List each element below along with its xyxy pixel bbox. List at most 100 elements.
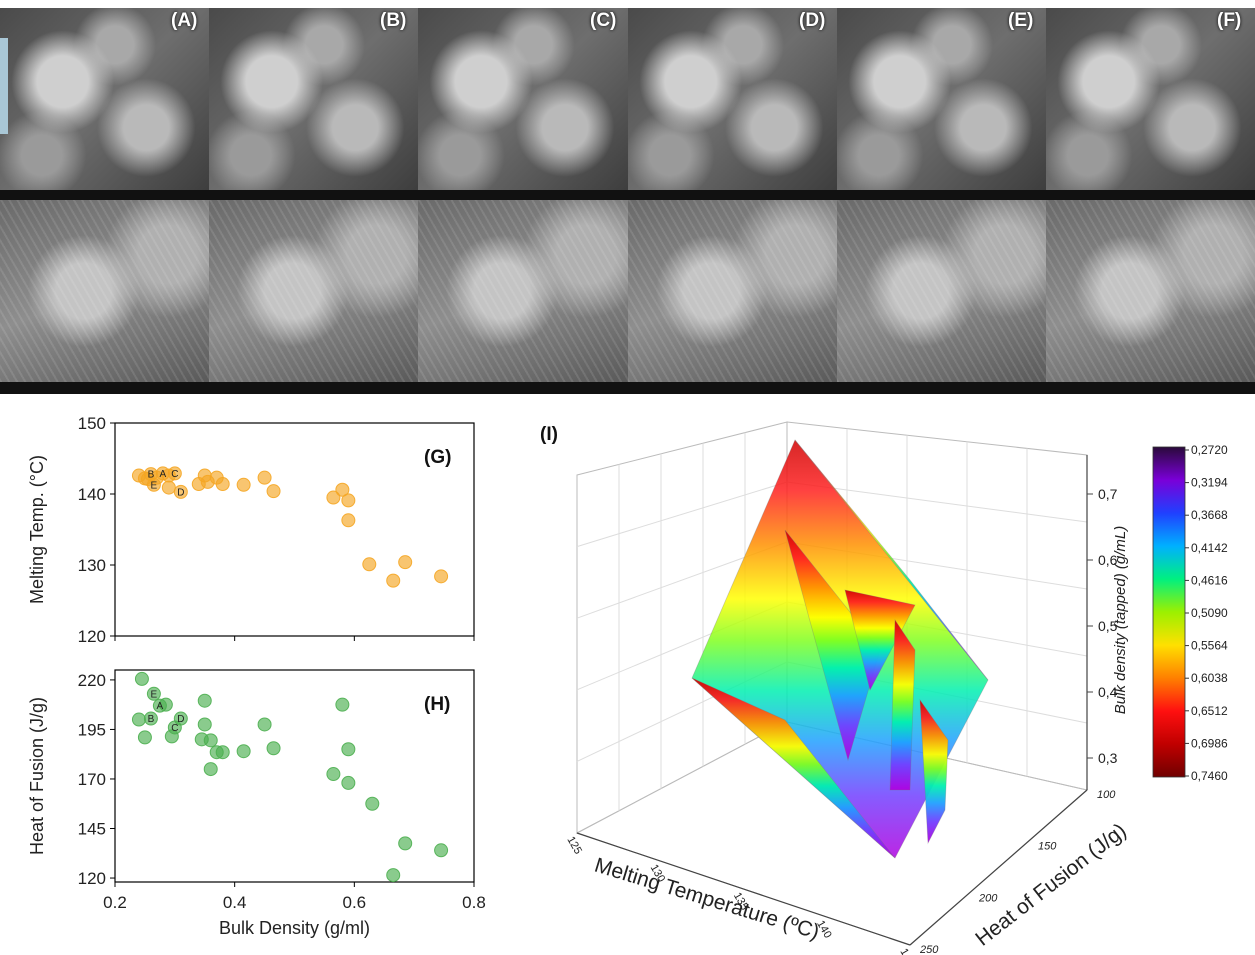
sem-image-high-mag [418, 200, 628, 382]
colorbar-tick-label: 0,3194 [1191, 476, 1228, 490]
sem-image-high-mag [1046, 200, 1255, 382]
data-point [161, 480, 176, 495]
x-tick-label: 145 [897, 947, 917, 955]
sem-info-bar [0, 190, 209, 200]
point-label: D [177, 714, 184, 725]
data-point [335, 697, 350, 712]
surface-3d-chart: (I) 0,3 0,4 0,5 0,6 0,7 Bulk density (tapped) … [540, 421, 1228, 955]
sem-info-bar [418, 382, 628, 394]
y-tick-label: 170 [78, 770, 106, 789]
y-tick-label: 195 [78, 720, 106, 739]
y-axis-label: Heat of Fusion (J/g) [971, 819, 1130, 951]
colorbar-tick-label: 0,5090 [1191, 606, 1228, 620]
x-tick-label: 0.8 [462, 893, 486, 912]
data-point [257, 470, 272, 485]
data-point [143, 711, 158, 726]
grid-line [576, 481, 788, 548]
x-axis-label: Melting Temperature (ºC) [592, 854, 822, 944]
data-point [326, 767, 341, 782]
colorbar-tick-label: 0,6512 [1191, 704, 1228, 718]
sem-info-bar [628, 190, 837, 200]
panel-label: (G) [424, 447, 451, 468]
data-point [341, 493, 356, 508]
panel-label: (I) [540, 424, 558, 445]
colorbar [1152, 446, 1186, 778]
data-point [434, 843, 449, 858]
sem-image-low-mag [628, 8, 837, 192]
point-label: D [177, 487, 184, 498]
plot-frame [114, 422, 475, 637]
y-tick-label: 250 [919, 944, 939, 955]
sem-info-bar [837, 190, 1046, 200]
data-point [146, 686, 161, 701]
sem-panel-label: (D) [799, 10, 826, 31]
sem-image-low-mag [837, 8, 1046, 192]
y-tick-label: 120 [78, 627, 106, 646]
x-tick-label: 0.4 [223, 893, 247, 912]
data-point [335, 482, 350, 497]
data-point [167, 466, 182, 481]
sem-info-bar [628, 382, 837, 394]
z-tick-label: 0,4 [1098, 684, 1118, 700]
data-point [236, 744, 251, 759]
data-point [173, 711, 188, 726]
z-axis-label: Bulk density (tapped) (g/mL) [1112, 526, 1129, 714]
data-point [362, 557, 377, 572]
point-label: C [171, 469, 178, 480]
sem-panel-label: (F) [1217, 10, 1242, 31]
x-tick-label: 0.6 [343, 893, 367, 912]
data-point [203, 762, 218, 777]
y-tick-label: 150 [1038, 841, 1057, 853]
point-label: B [148, 470, 155, 481]
data-point [266, 484, 281, 499]
colorbar-tick-label: 0,6038 [1191, 671, 1228, 685]
data-point [341, 742, 356, 757]
sem-image-high-mag [209, 200, 418, 382]
colorbar-tick-label: 0,4142 [1191, 541, 1228, 555]
surface-facet [691, 677, 896, 859]
surface-facet [844, 589, 916, 692]
surface-facet [889, 618, 916, 791]
sem-image-high-mag [0, 200, 209, 382]
data-point [137, 730, 152, 745]
data-point [386, 868, 401, 883]
data-point [236, 477, 251, 492]
data-point [173, 484, 188, 499]
y-tick-label: 145 [78, 820, 106, 839]
point-label: A [160, 469, 167, 480]
surface-facet [794, 439, 989, 681]
sem-info-bar [0, 382, 209, 394]
point-label: E [151, 689, 158, 700]
data-point [158, 697, 173, 712]
sem-panel-label: (A) [171, 10, 198, 31]
panel-label: (H) [424, 694, 450, 715]
x-axis-line [576, 832, 911, 946]
melting-temp-scatter-chart: 120 130 140 150 Melting Temp. (°C) BEA CD (G) [27, 414, 475, 646]
data-point [341, 775, 356, 790]
accent-bar [0, 38, 8, 134]
colorbar-tick-label: 0,4616 [1191, 573, 1228, 587]
colorbar-tick-label: 0,6986 [1191, 736, 1228, 750]
sem-info-bar [1046, 190, 1255, 200]
sem-info-bar [209, 190, 418, 200]
sem-info-bar [837, 382, 1046, 394]
point-label: C [171, 723, 178, 734]
grid-line [786, 481, 1088, 523]
sem-info-bar [209, 382, 418, 394]
data-point [257, 717, 272, 732]
z-tick-label: 0,7 [1098, 486, 1118, 502]
sem-panel-label: (B) [380, 10, 407, 31]
x-tick-label: 125 [564, 835, 584, 857]
colorbar-tick-label: 0,5564 [1191, 639, 1228, 653]
surface-facet [784, 529, 881, 762]
y-tick-label: 220 [78, 671, 106, 690]
y-tick-label: 120 [78, 869, 106, 888]
point-label: A [157, 701, 164, 712]
y-tick-label: 140 [78, 485, 106, 504]
z-tick-label: 0,6 [1098, 552, 1118, 568]
y-tick-label: 130 [78, 556, 106, 575]
data-point [386, 573, 401, 588]
data-point [398, 555, 413, 570]
sem-info-bar [1046, 382, 1255, 394]
